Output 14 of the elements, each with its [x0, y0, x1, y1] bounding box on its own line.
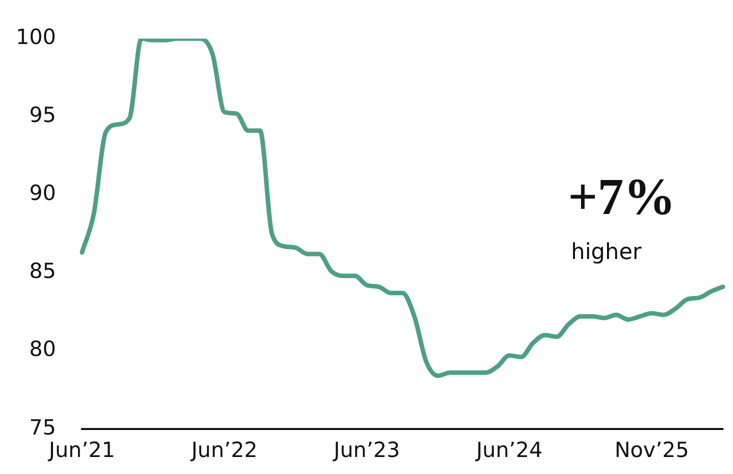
x-tick-label: Nov’25 — [614, 438, 689, 462]
line-series — [80, 38, 726, 378]
x-tick-label: Jun’21 — [46, 438, 116, 462]
x-tick-label: Jun’23 — [332, 438, 400, 462]
y-tick-label: 90 — [29, 181, 56, 206]
x-tick-label: Jun’22 — [189, 438, 258, 462]
y-tick-label: 95 — [29, 103, 56, 128]
y-tick-label: 75 — [29, 415, 56, 440]
y-tick-label: 80 — [29, 337, 56, 362]
annotation: +7% — [568, 169, 676, 226]
y-tick-label: 100 — [16, 25, 56, 50]
x-tick-label: Jun’24 — [474, 438, 542, 462]
annotation: higher — [571, 240, 642, 265]
y-tick-label: 85 — [29, 259, 56, 284]
